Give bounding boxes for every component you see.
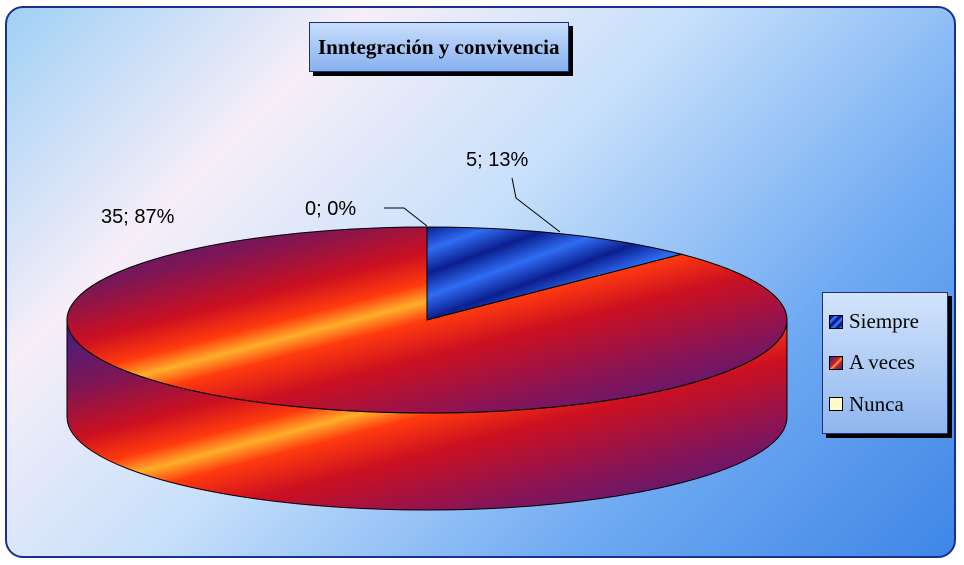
legend-label-nunca: Nunca	[849, 391, 904, 416]
data-label-nunca: 0; 0%	[305, 198, 356, 220]
legend-label-a-veces: A veces	[849, 350, 915, 375]
legend-swatch-siempre	[829, 314, 843, 329]
leader-line-nunca	[384, 207, 428, 227]
legend-item-siempre: Siempre	[829, 309, 941, 334]
leader-line-siempre	[511, 177, 561, 233]
data-label-siempre: 5; 13%	[466, 149, 528, 171]
data-label-a-veces: 35; 87%	[101, 206, 175, 228]
legend-item-a-veces: A veces	[829, 350, 941, 375]
data-label-group: 5; 13% 35; 87% 0; 0%	[101, 149, 561, 233]
legend-swatch-nunca	[829, 397, 843, 412]
legend-item-nunca: Nunca	[829, 392, 941, 417]
slice-a-veces	[66, 226, 788, 414]
legend-label-siempre: Siempre	[849, 309, 919, 334]
legend: Siempre A veces Nunca	[822, 292, 948, 434]
slice-siempre	[426, 226, 684, 321]
chart-title: Inntegración y convivencia	[309, 22, 569, 72]
legend-swatch-a-veces	[829, 355, 843, 370]
pie-group	[66, 226, 788, 511]
